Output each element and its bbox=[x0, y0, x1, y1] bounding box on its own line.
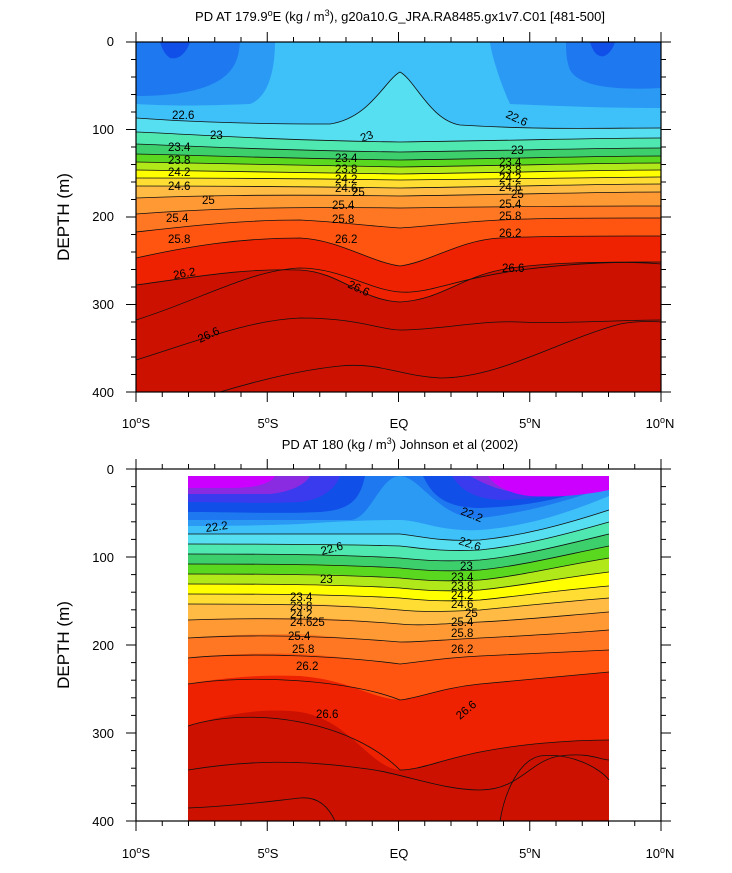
y-tick-label: 300 bbox=[92, 726, 114, 741]
clabel: 23 bbox=[359, 129, 375, 145]
panel-1-ylabel: DEPTH (m) bbox=[54, 173, 73, 261]
y-tick-label: 100 bbox=[92, 550, 114, 565]
clabel: 24.6 bbox=[168, 181, 190, 193]
y-tick-label: 0 bbox=[107, 34, 114, 49]
clabel: 23 bbox=[460, 561, 473, 573]
panel-1-contour-lines bbox=[135, 71, 662, 393]
clabel: 23.4 bbox=[451, 572, 474, 584]
clabel: 26.2 bbox=[499, 228, 521, 240]
clabel: 26.6 bbox=[502, 263, 524, 275]
clabel: 25.4 bbox=[499, 199, 522, 211]
clabel: 24.2 bbox=[451, 590, 473, 602]
panel-2-contour-fill bbox=[188, 476, 609, 821]
clabel: 23 bbox=[320, 574, 333, 586]
clabel: 23.8 bbox=[335, 164, 357, 176]
x-tick-label: 10oS bbox=[122, 415, 150, 431]
clabel: 23.4 bbox=[335, 153, 358, 165]
x-tick-label: 5oN bbox=[519, 845, 541, 861]
panel-1-y-tick-labels: 0 100 200 300 400 bbox=[92, 34, 114, 400]
clabel: 23 bbox=[511, 145, 524, 157]
y-tick-label: 300 bbox=[92, 297, 114, 312]
panel-2-ylabel: DEPTH (m) bbox=[54, 601, 73, 689]
clabel: 24.6 bbox=[335, 183, 357, 195]
clabel: 24.6 bbox=[499, 182, 521, 194]
clabel: 23.4 bbox=[290, 592, 313, 604]
y-tick-label: 200 bbox=[92, 209, 114, 224]
x-tick-label: 5oS bbox=[258, 415, 279, 431]
clabel: 26.2 bbox=[296, 661, 318, 673]
clabel: 25.4 bbox=[332, 200, 355, 212]
panel-1-title: PD AT 179.9oE (kg / m3), g20a10.G_JRA.RA… bbox=[195, 8, 605, 24]
clabel: 23.8 bbox=[290, 601, 312, 613]
panel-1-model: PD AT 179.9oE (kg / m3), g20a10.G_JRA.RA… bbox=[54, 8, 674, 431]
clabel: 25 bbox=[202, 195, 215, 207]
clabel: 24.2 bbox=[499, 173, 521, 185]
clabel: 24.2 bbox=[335, 174, 357, 186]
clabel: 24.6 bbox=[290, 617, 312, 629]
clabel: 22.6 bbox=[320, 541, 345, 558]
clabel: 23.8 bbox=[451, 581, 473, 593]
x-tick-label: 5oS bbox=[258, 845, 279, 861]
clabel: 24.6 bbox=[451, 599, 473, 611]
clabel: 25 bbox=[465, 608, 478, 620]
clabel: 24.2 bbox=[168, 167, 190, 179]
x-tick-label: 10oN bbox=[646, 845, 675, 861]
panel-1-contour-fill bbox=[136, 42, 661, 392]
clabel: 25 bbox=[511, 189, 524, 201]
clabel: 26.2 bbox=[335, 234, 357, 246]
clabel: 23.4 bbox=[168, 142, 191, 154]
panel-2-y-tick-labels: 0 100 200 300 400 bbox=[92, 462, 114, 829]
clabel: 25.8 bbox=[451, 628, 473, 640]
clabel: 25.8 bbox=[168, 234, 190, 246]
clabel: 24.2 bbox=[290, 609, 312, 621]
clabel: 25.8 bbox=[332, 214, 354, 226]
clabel: 22.2 bbox=[205, 520, 229, 535]
clabel: 25 bbox=[312, 617, 325, 629]
clabel: 25.8 bbox=[292, 644, 314, 656]
clabel: 25.4 bbox=[451, 617, 474, 629]
clabel: 26.2 bbox=[172, 266, 196, 282]
x-tick-label: EQ bbox=[390, 416, 409, 431]
x-tick-label: EQ bbox=[390, 846, 409, 861]
y-tick-label: 400 bbox=[92, 814, 114, 829]
y-tick-label: 100 bbox=[92, 122, 114, 137]
y-tick-label: 400 bbox=[92, 385, 114, 400]
x-tick-label: 5oN bbox=[519, 415, 541, 431]
clabel: 23.8 bbox=[499, 165, 521, 177]
panel-2-contour-lines bbox=[187, 509, 610, 822]
panel-2-x-tick-labels: 10oS 5oS EQ 5oN 10oN bbox=[122, 845, 675, 861]
panel-1-x-tick-labels: 10oS 5oS EQ 5oN 10oN bbox=[122, 415, 675, 431]
x-tick-label: 10oN bbox=[646, 415, 675, 431]
clabel: 23.4 bbox=[499, 157, 522, 169]
clabel: 25 bbox=[352, 187, 365, 199]
band-22.4 bbox=[136, 42, 661, 108]
panel-2-ticks bbox=[126, 459, 671, 831]
clabel: 25.4 bbox=[288, 631, 311, 643]
clabel: 26.2 bbox=[451, 644, 473, 656]
panel-1-ticks bbox=[126, 32, 671, 402]
y-tick-label: 200 bbox=[92, 638, 114, 653]
panel-1-contour-labels: 22.6 23 23 22.6 23.4 23.8 24.2 24.6 25 2… bbox=[166, 109, 529, 346]
band-22.0-east bbox=[590, 42, 615, 57]
clabel: 22.6 bbox=[172, 110, 194, 122]
panel-2-observations: PD AT 180 (kg / m3) Johnson et al (2002) bbox=[54, 436, 674, 861]
band-20.8 bbox=[188, 476, 609, 497]
clabel: 25.4 bbox=[166, 213, 189, 225]
y-tick-label: 0 bbox=[107, 462, 114, 477]
panel-2-title: PD AT 180 (kg / m3) Johnson et al (2002) bbox=[282, 436, 519, 452]
clabel: 26.6 bbox=[316, 709, 338, 721]
clabel: 23.8 bbox=[168, 155, 190, 167]
clabel: 23 bbox=[210, 130, 223, 142]
x-tick-label: 10oS bbox=[122, 845, 150, 861]
band-22.0 bbox=[160, 42, 190, 59]
clabel: 25.8 bbox=[499, 211, 521, 223]
